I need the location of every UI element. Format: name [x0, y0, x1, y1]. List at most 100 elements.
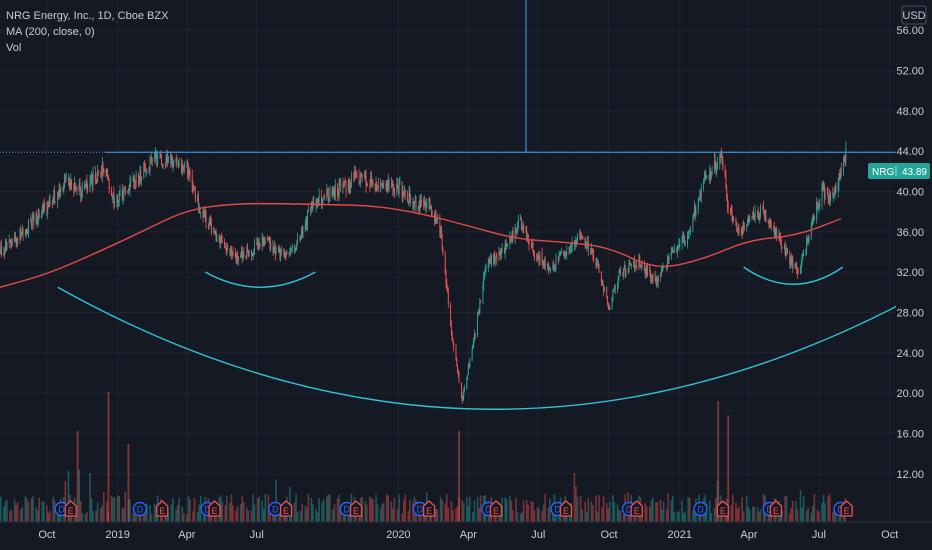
- ma-indicator-label[interactable]: MA (200, close, 0): [6, 26, 95, 38]
- volume-indicator-label[interactable]: Vol: [6, 42, 22, 54]
- candle-body: [177, 165, 179, 167]
- candle-body: [526, 231, 528, 240]
- candle-body: [47, 202, 49, 213]
- candle-body: [756, 211, 758, 213]
- volume-bar: [748, 510, 751, 522]
- volume-bar: [90, 498, 93, 522]
- volume-bar: [332, 509, 334, 522]
- candle-body: [327, 194, 329, 199]
- x-tick-label: Jul: [531, 529, 545, 541]
- drawings[interactable]: [0, 0, 932, 410]
- candle-body: [656, 277, 658, 285]
- candle-body: [608, 306, 610, 310]
- candle-body: [36, 213, 38, 223]
- time-axis[interactable]: Oct 2019 Apr Jul 2020 Apr Jul Oct 2021 Apr Jul Oct: [38, 529, 898, 541]
- volume-bar: [585, 511, 588, 522]
- candle-body: [663, 266, 665, 268]
- volume-bar: [813, 494, 816, 522]
- candle-body: [274, 246, 275, 248]
- candle-body: [826, 193, 828, 195]
- candle-body: [811, 222, 813, 226]
- candle-body: [780, 240, 782, 248]
- symbol-title[interactable]: NRG Energy, Inc., 1D, Cboe BZX: [6, 10, 169, 22]
- candle-body: [414, 200, 416, 202]
- volume-spike: [717, 401, 720, 522]
- candle-body: [397, 188, 399, 193]
- candle-body: [70, 179, 72, 191]
- candle-body: [477, 314, 478, 337]
- dividend-icon-glyph: D: [58, 505, 65, 515]
- candle-body: [597, 262, 599, 265]
- volume-spike: [76, 431, 79, 522]
- candle-body: [760, 206, 761, 214]
- volume-bar: [602, 496, 605, 522]
- volume-bar: [43, 500, 45, 522]
- price-axis-panel[interactable]: [896, 0, 932, 550]
- candle-body: [376, 183, 378, 189]
- candle-body: [343, 182, 345, 185]
- dividend-icon-glyph: D: [137, 505, 144, 515]
- candle-body: [650, 276, 652, 279]
- volume-bar: [655, 502, 657, 522]
- candle-body: [807, 238, 809, 242]
- volume-bar: [89, 473, 91, 522]
- volume-bar: [672, 495, 674, 522]
- candle-body: [730, 208, 731, 211]
- volume-bar: [264, 494, 267, 522]
- event-markers[interactable]: DEDEDEDEDEDEDEDEDEDEDEDEE: [54, 500, 923, 517]
- price-axis[interactable]: 56.00 52.00 48.00 44.00 40.00 36.00 32.00 28.00…: [896, 25, 924, 481]
- candle-body: [683, 236, 685, 246]
- candle-body: [731, 211, 733, 221]
- earnings-label: E: [159, 506, 165, 516]
- volume-bar: [262, 508, 265, 522]
- candle-body: [177, 164, 179, 166]
- time-axis-panel[interactable]: [0, 522, 932, 550]
- candle-body: [796, 262, 798, 270]
- volume-bar: [304, 505, 307, 522]
- candle-body: [128, 188, 130, 190]
- candle-body: [624, 265, 626, 273]
- candle-body: [213, 230, 215, 233]
- candle-body: [736, 222, 738, 228]
- volume-bar: [533, 510, 536, 522]
- candle-body: [711, 169, 713, 176]
- candle-body: [553, 266, 555, 269]
- volume-bar: [444, 503, 447, 522]
- candle-body: [306, 221, 308, 225]
- volume-bar: [821, 502, 823, 522]
- candle-body: [786, 248, 788, 253]
- volume-bar: [656, 502, 659, 522]
- candle-body: [623, 265, 625, 269]
- candle-body: [660, 271, 662, 277]
- candle-body: [843, 158, 845, 173]
- candle-body: [337, 194, 339, 196]
- volume-spike: [107, 392, 110, 522]
- candle-body: [688, 230, 690, 234]
- candle-body: [107, 175, 109, 179]
- candle-body: [130, 181, 132, 183]
- candle-body: [121, 190, 123, 198]
- candle-body: [515, 227, 517, 231]
- volume-bar: [538, 508, 540, 522]
- volume-bar: [78, 469, 81, 522]
- candle-body: [652, 273, 654, 282]
- candle-body: [160, 155, 162, 159]
- candle-body: [721, 155, 723, 159]
- candle-body: [500, 252, 502, 255]
- candle-body: [280, 248, 282, 254]
- candle-body: [506, 245, 508, 247]
- volume-bar: [172, 497, 174, 522]
- candle-body: [187, 169, 189, 175]
- candle-body: [134, 182, 136, 184]
- candle-body: [35, 213, 37, 224]
- candle-body: [622, 274, 624, 276]
- candle-body: [38, 213, 40, 219]
- currency-badge[interactable]: USD: [901, 5, 927, 25]
- candle-body: [542, 263, 544, 266]
- volume-spike: [458, 431, 460, 522]
- candle-body: [167, 157, 169, 163]
- candle-body: [79, 183, 81, 190]
- candle-body: [643, 265, 645, 270]
